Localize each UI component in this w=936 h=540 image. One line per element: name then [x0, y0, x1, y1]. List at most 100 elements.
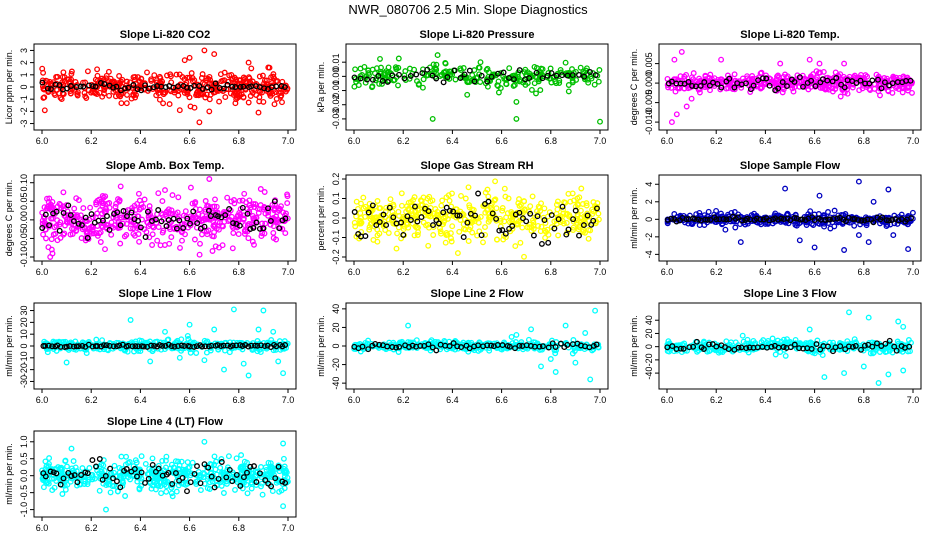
y-tick-label: 30 — [19, 306, 29, 316]
data-point — [70, 458, 77, 465]
data-point — [744, 215, 751, 222]
data-point — [449, 190, 455, 197]
data-point — [86, 225, 93, 231]
y-tick-label: 1.0 — [19, 436, 29, 449]
data-point — [58, 96, 65, 103]
data-point — [690, 76, 697, 83]
data-point — [101, 87, 108, 94]
data-point — [226, 349, 233, 356]
data-point — [516, 196, 522, 203]
figure-title: NWR_080706 2.5 Min. Slope Diagnostics — [348, 2, 588, 17]
y-tick-label: 0.2 — [331, 173, 341, 186]
data-point — [592, 307, 599, 314]
data-point — [155, 224, 162, 231]
data-point — [351, 209, 358, 215]
data-point — [258, 342, 264, 349]
data-point — [104, 213, 110, 220]
x-tick-label: 6.2 — [85, 395, 98, 405]
data-point — [737, 239, 744, 246]
data-point — [247, 204, 254, 211]
data-point — [93, 336, 100, 343]
data-point — [739, 75, 746, 82]
x-tick-label: 7.0 — [282, 136, 295, 146]
data-point — [477, 79, 484, 85]
y-axis-label: ml/min per min. — [316, 315, 326, 377]
data-point — [193, 350, 200, 356]
data-point — [119, 76, 126, 83]
data-point — [255, 109, 262, 116]
data-point — [557, 66, 564, 73]
data-point — [215, 226, 222, 233]
data-point — [206, 176, 213, 182]
data-point — [900, 323, 907, 330]
data-point — [487, 202, 494, 209]
data-point — [509, 223, 516, 229]
x-tick-label: 6.6 — [495, 136, 508, 146]
data-point — [190, 215, 196, 222]
data-point — [433, 75, 440, 82]
data-point — [44, 85, 51, 92]
x-tick-label: 6.0 — [36, 136, 49, 146]
data-point — [548, 212, 555, 219]
data-point — [443, 194, 450, 201]
data-point — [565, 88, 572, 95]
data-point — [94, 343, 101, 350]
data-point — [908, 80, 915, 87]
data-point — [278, 83, 285, 89]
x-tick-label: 7.0 — [282, 395, 295, 405]
data-point — [777, 60, 784, 67]
data-point — [425, 242, 432, 249]
data-point — [572, 359, 579, 366]
x-tick-label: 6.4 — [446, 267, 459, 277]
data-point — [117, 183, 124, 190]
y-tick-label: 1 — [19, 72, 29, 77]
data-point — [140, 343, 147, 350]
data-point — [477, 59, 484, 66]
data-point — [817, 69, 823, 76]
data-point — [419, 70, 426, 77]
data-point — [176, 107, 183, 114]
data-point — [197, 487, 204, 494]
y-axis-label: degrees C per min. — [629, 49, 639, 126]
data-point — [536, 68, 543, 75]
data-point — [886, 217, 892, 224]
data-point — [251, 204, 258, 210]
data-point — [125, 84, 132, 91]
data-point — [492, 178, 499, 185]
data-point — [739, 217, 746, 224]
data-point — [909, 209, 916, 216]
data-point — [118, 100, 125, 107]
data-point — [135, 343, 142, 350]
data-point — [820, 212, 827, 219]
x-tick-label: 6.8 — [233, 395, 246, 405]
data-point — [362, 79, 369, 86]
data-point — [482, 224, 488, 231]
data-point — [707, 71, 714, 78]
data-point — [256, 225, 263, 232]
x-tick-label: 6.4 — [759, 267, 772, 277]
y-tick-label: 0.00 — [19, 211, 29, 229]
y-tick-label: 0.000 — [644, 72, 654, 95]
data-point — [100, 83, 107, 90]
x-tick-label: 6.8 — [858, 395, 871, 405]
data-point — [136, 197, 143, 204]
data-point — [250, 201, 257, 208]
data-point — [149, 455, 156, 462]
data-point — [443, 204, 450, 211]
y-tick-label: 10 — [19, 329, 29, 339]
data-point — [595, 216, 602, 223]
x-tick-label: 7.0 — [594, 395, 607, 405]
x-tick-label: 6.6 — [183, 523, 196, 533]
data-point — [130, 74, 137, 81]
data-point — [501, 185, 508, 192]
data-point — [512, 243, 519, 250]
data-point — [97, 239, 104, 245]
data-point — [825, 209, 831, 215]
data-point — [284, 193, 291, 200]
data-point — [212, 196, 218, 203]
data-point — [257, 186, 264, 192]
data-point — [243, 79, 250, 86]
data-point — [60, 189, 67, 196]
x-tick-label: 6.4 — [759, 395, 772, 405]
data-point — [374, 226, 381, 233]
